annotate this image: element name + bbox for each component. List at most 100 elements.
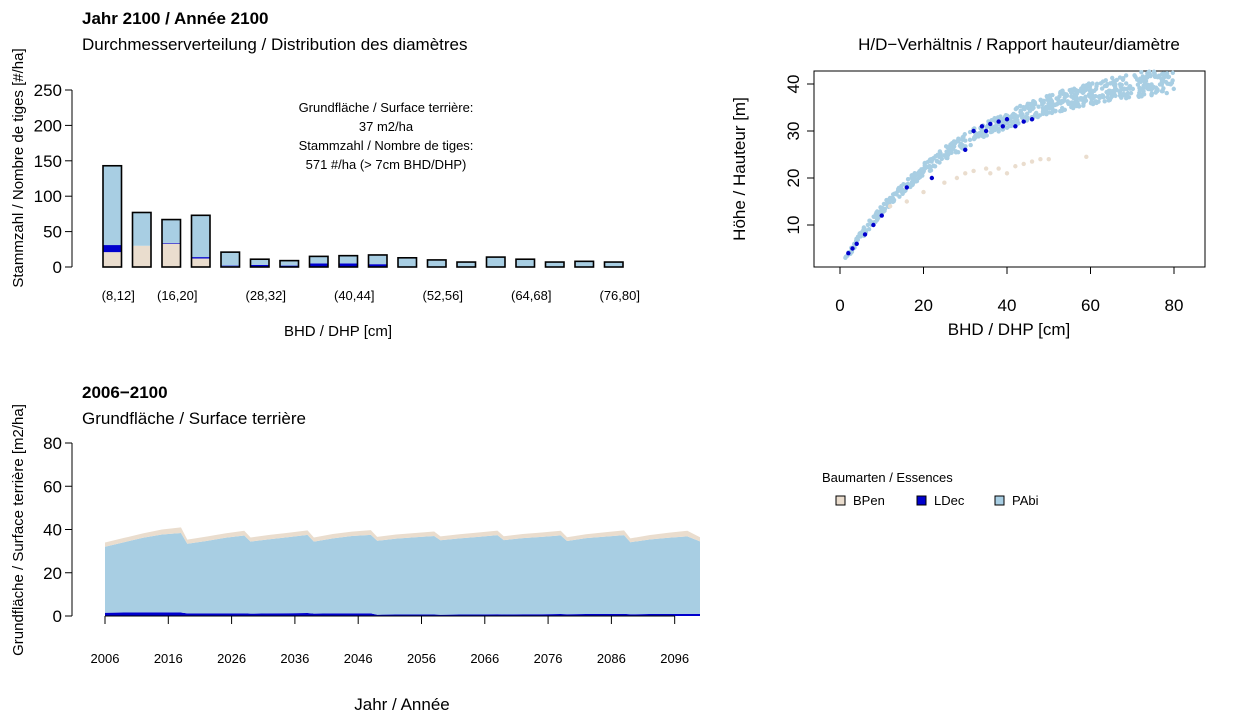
- hd-point-pabi: [1144, 74, 1149, 80]
- hd-point-bpen: [1004, 171, 1010, 176]
- dd-x-tick-label: (16,20]: [157, 288, 197, 303]
- hd-point-pabi: [1020, 112, 1025, 117]
- hd-point-pabi: [1164, 72, 1169, 77]
- ba-x-tick-label: 2026: [217, 651, 246, 666]
- hd-point-bpen: [1046, 157, 1051, 162]
- dd-bar-segment-pabi: [486, 257, 505, 267]
- hd-point-pabi: [1025, 111, 1030, 116]
- hd-point-pabi: [929, 156, 934, 162]
- dd-bar-segment-ldec: [103, 245, 122, 253]
- hd-point-pabi: [855, 237, 861, 242]
- hd-point-bpen: [1084, 154, 1089, 160]
- legend-label-ldec: LDec: [934, 493, 965, 508]
- hd-point-pabi: [967, 129, 973, 135]
- dd-bar-segment-pabi: [604, 262, 623, 267]
- hd-point-pabi: [1114, 77, 1119, 83]
- hd-point-pabi: [967, 137, 973, 143]
- hd-axes: 0 20 40 60 80 10 20 30 40: [784, 75, 1183, 315]
- hd-point-pabi: [1004, 125, 1010, 130]
- hd-y-tick-label: 10: [784, 216, 803, 235]
- hd-point-pabi: [1155, 88, 1160, 93]
- hd-point-pabi: [1099, 86, 1105, 91]
- dd-bar-outline: [220, 251, 241, 268]
- hd-point-ldec: [879, 213, 884, 218]
- hd-point-ldec: [983, 128, 989, 134]
- hd-point-pabi: [1059, 105, 1065, 111]
- dd-bar-segment-pabi: [280, 260, 299, 266]
- dd-subtitle: Durchmesserverteilung / Distribution des…: [82, 35, 468, 54]
- hd-point-pabi: [1111, 82, 1116, 87]
- hd-point-pabi: [943, 144, 949, 149]
- dd-x-tick-label: (76,80]: [600, 288, 640, 303]
- hd-point-bpen: [904, 199, 909, 204]
- hd-point-ldec: [1021, 119, 1026, 124]
- dd-bar-outline: [249, 258, 270, 268]
- hd-xlabel: BHD / DHP [cm]: [948, 320, 1070, 339]
- hd-point-pabi: [880, 205, 885, 211]
- hd-point-pabi: [1078, 86, 1084, 91]
- dd-bar-segment-ldec: [309, 263, 328, 267]
- hd-point-pabi: [1084, 83, 1089, 88]
- dd-annotation-line-3: Stammzahl / Nombre de tiges:: [299, 138, 474, 153]
- ba-x-tick-label: 2086: [597, 651, 626, 666]
- hd-point-pabi: [1074, 91, 1079, 96]
- hd-point-pabi: [876, 214, 881, 220]
- hd-point-pabi: [858, 234, 863, 239]
- hd-point-pabi: [1079, 96, 1084, 101]
- hd-point-pabi: [949, 150, 954, 155]
- hd-y-tick-label: 40: [784, 75, 803, 94]
- dd-x-tick-labels: (8,12] (16,20] (28,32] (40,44] (52,56] (64,68…: [102, 288, 640, 303]
- hd-point-ldec: [929, 175, 935, 181]
- ba-y-tick-label: 80: [43, 434, 62, 453]
- dd-annotation-line-4: 571 #/ha (> 7cm BHD/DHP): [306, 157, 467, 172]
- hd-point-pabi: [1065, 99, 1071, 105]
- hd-point-pabi: [867, 218, 872, 223]
- hd-point-pabi: [1157, 82, 1163, 87]
- hd-point-pabi: [1097, 94, 1103, 99]
- hd-point-pabi: [952, 141, 958, 146]
- hd-point-pabi: [1041, 109, 1046, 115]
- hd-point-pabi: [1106, 98, 1111, 103]
- hd-x-tick-label: 0: [835, 296, 844, 315]
- hd-point-pabi: [1091, 100, 1096, 105]
- hd-point-pabi: [1000, 116, 1006, 122]
- hd-point-pabi: [1084, 87, 1089, 92]
- dd-bar-segment-pabi: [309, 256, 328, 264]
- hd-point-pabi: [1057, 94, 1062, 99]
- hd-point-pabi: [914, 177, 919, 183]
- ba-x-tick-label: 2046: [344, 651, 373, 666]
- hd-point-ldec: [846, 251, 851, 256]
- dd-bar-segment-ldec: [250, 264, 269, 267]
- hd-point-pabi: [915, 172, 921, 177]
- dd-bar-segment-pabi: [368, 254, 387, 265]
- hd-point-ldec: [904, 185, 909, 190]
- dd-bar-outline: [308, 255, 329, 268]
- hd-point-pabi: [1058, 89, 1063, 95]
- hd-point-pabi: [1038, 97, 1043, 103]
- hd-point-ldec: [862, 232, 868, 237]
- dd-bar-outline: [338, 254, 359, 268]
- hd-point-pabi: [1140, 91, 1146, 96]
- ba-x-tick-label: 2016: [154, 651, 183, 666]
- hd-point-pabi: [1071, 103, 1077, 108]
- hd-point-pabi: [887, 197, 893, 203]
- dd-annotation: Grundfläche / Surface terrière: 37 m2/ha…: [299, 100, 474, 172]
- legend-label-bpen: BPen: [853, 493, 885, 508]
- hd-point-pabi: [996, 126, 1001, 131]
- hd-points: [843, 69, 1176, 261]
- hd-point-pabi: [861, 227, 866, 233]
- hd-point-pabi: [1035, 113, 1040, 119]
- ba-x-tick-label: 2076: [534, 651, 563, 666]
- dd-bar-segment-ldec: [221, 265, 240, 267]
- hd-point-pabi: [1124, 81, 1129, 86]
- dd-bar-segment-bpen: [132, 245, 151, 267]
- hd-point-pabi: [1155, 74, 1160, 80]
- dd-bar-outline: [102, 164, 123, 268]
- hd-point-pabi: [1149, 86, 1154, 92]
- hd-point-pabi: [968, 142, 973, 148]
- dd-x-tick-label: (52,56]: [423, 288, 463, 303]
- dd-annotation-line-2: 37 m2/ha: [359, 119, 414, 134]
- hd-point-pabi: [1140, 75, 1146, 80]
- hd-title: H/D−Verhältnis / Rapport hauteur/diamètr…: [858, 35, 1180, 54]
- hd-point-pabi: [922, 161, 928, 166]
